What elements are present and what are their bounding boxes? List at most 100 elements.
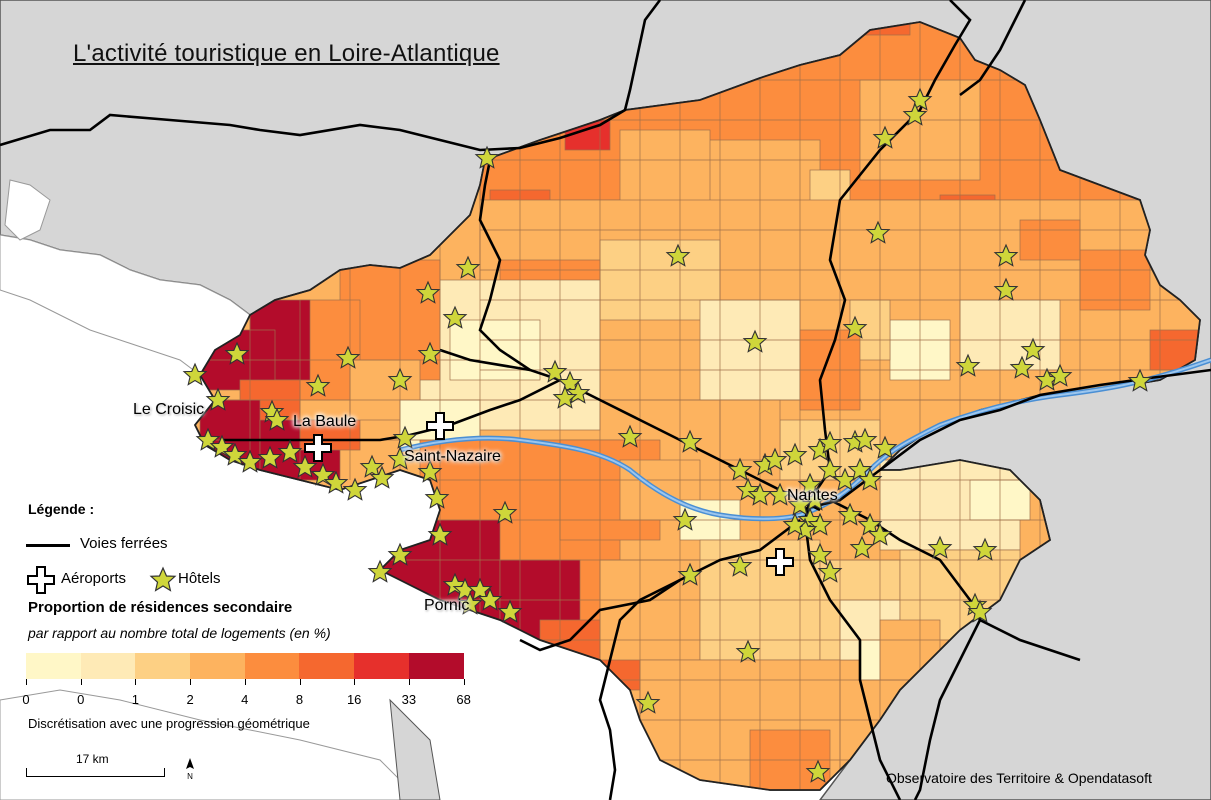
legend-hotel-label: Hôtels xyxy=(178,570,221,587)
hotel-star-icon[interactable] xyxy=(292,454,318,478)
hotel-star-icon[interactable] xyxy=(417,341,443,365)
hotel-star-icon[interactable] xyxy=(865,220,891,244)
legend-bin-5 xyxy=(299,653,355,679)
scale-bar-label: 17 km xyxy=(76,752,109,766)
hotel-star-icon[interactable] xyxy=(457,591,483,615)
legend-proportion-subtitle: par rapport au nombre total de logements… xyxy=(28,625,331,641)
legend-tick xyxy=(299,679,301,685)
hotel-star-icon[interactable] xyxy=(807,542,833,566)
hotel-star-icon[interactable] xyxy=(782,512,808,536)
hotel-star-icon[interactable] xyxy=(474,145,500,169)
hotel-star-icon[interactable] xyxy=(727,457,753,481)
hotel-star-icon[interactable] xyxy=(842,315,868,339)
hotel-star-icon[interactable] xyxy=(837,502,863,526)
hotel-star-icon[interactable] xyxy=(497,599,523,623)
hotel-star-icon[interactable] xyxy=(1009,355,1035,379)
hotel-star-icon[interactable] xyxy=(617,424,643,448)
hotel-star-icon[interactable] xyxy=(967,599,993,623)
hotel-star-icon[interactable] xyxy=(455,255,481,279)
hotel-star-icon[interactable] xyxy=(1047,363,1073,387)
legend-heading: Légende : xyxy=(28,501,95,517)
hotel-star-icon[interactable] xyxy=(817,430,843,454)
hotel-star-icon[interactable] xyxy=(237,449,263,473)
legend-break-label: 68 xyxy=(456,692,471,707)
hotel-star-icon[interactable] xyxy=(427,522,453,546)
hotel-star-icon[interactable] xyxy=(902,102,928,126)
hotel-star-icon[interactable] xyxy=(342,477,368,501)
hotel-star-icon[interactable] xyxy=(677,562,703,586)
legend-break-label: 0 xyxy=(22,692,30,707)
hotel-star-icon[interactable] xyxy=(955,353,981,377)
hotel-star-icon[interactable] xyxy=(387,446,413,470)
hotel-star-icon[interactable] xyxy=(927,535,953,559)
airport-icon[interactable] xyxy=(426,412,454,440)
hotel-star-icon[interactable] xyxy=(367,559,393,583)
hotel-star-icon[interactable] xyxy=(993,277,1019,301)
hotel-star-icon[interactable] xyxy=(742,329,768,353)
hotel-star-icon[interactable] xyxy=(665,243,691,267)
hotel-star-icon[interactable] xyxy=(257,445,283,469)
hotel-star-icon[interactable] xyxy=(492,500,518,524)
hotel-star-icon[interactable] xyxy=(849,535,875,559)
hotel-star-icon[interactable] xyxy=(782,442,808,466)
hotel-star-icon[interactable] xyxy=(552,385,578,409)
hotel-star-icon[interactable] xyxy=(1020,337,1046,361)
hotel-star-icon[interactable] xyxy=(867,522,893,546)
hotel-star-icon[interactable] xyxy=(182,362,208,386)
hotel-star-icon[interactable] xyxy=(387,367,413,391)
legend-break-label: 4 xyxy=(241,692,249,707)
hotel-star-icon[interactable] xyxy=(872,125,898,149)
hotel-star-icon[interactable] xyxy=(1127,368,1153,392)
hotel-star-icon[interactable] xyxy=(847,457,873,481)
hotel-star-icon[interactable] xyxy=(369,465,395,489)
hotel-star-icon[interactable] xyxy=(264,407,290,431)
hotel-star-icon[interactable] xyxy=(993,243,1019,267)
hotel-star-icon[interactable] xyxy=(872,435,898,459)
city-label-nantes: Nantes xyxy=(787,487,838,504)
airport-icon[interactable] xyxy=(766,548,794,576)
hotel-star-icon[interactable] xyxy=(305,373,331,397)
hotel-star-icon[interactable] xyxy=(857,512,883,536)
legend-break-label: 2 xyxy=(186,692,194,707)
hotel-star-icon[interactable] xyxy=(805,759,831,783)
legend-hotel-star-icon xyxy=(149,566,177,592)
hotel-star-icon[interactable] xyxy=(392,425,418,449)
legend-airport-label: Aéroports xyxy=(61,570,127,587)
hotel-star-icon[interactable] xyxy=(787,492,813,516)
hotel-star-icon[interactable] xyxy=(442,305,468,329)
hotel-star-icon[interactable] xyxy=(807,512,833,536)
hotel-star-icon[interactable] xyxy=(424,485,450,509)
legend-airport-icon xyxy=(27,566,55,594)
hotel-star-icon[interactable] xyxy=(762,447,788,471)
hotel-star-icon[interactable] xyxy=(747,482,773,506)
hotel-star-icon[interactable] xyxy=(205,387,231,411)
hotel-star-icon[interactable] xyxy=(224,341,250,365)
hotel-star-icon[interactable] xyxy=(477,587,503,611)
hotel-star-icon[interactable] xyxy=(727,553,753,577)
legend-discretisation-note: Discrétisation avec une progression géom… xyxy=(28,716,310,731)
hotel-star-icon[interactable] xyxy=(335,345,361,369)
legend-bin-6 xyxy=(354,653,409,679)
map-title: L'activité touristique en Loire-Atlantiq… xyxy=(73,40,500,67)
hotel-star-icon[interactable] xyxy=(852,427,878,451)
hotel-star-icon[interactable] xyxy=(817,457,843,481)
hotel-star-icon[interactable] xyxy=(635,690,661,714)
hotel-star-icon[interactable] xyxy=(467,577,493,601)
hotel-star-icon[interactable] xyxy=(323,470,349,494)
hotel-star-icon[interactable] xyxy=(817,559,843,583)
hotel-star-icon[interactable] xyxy=(972,537,998,561)
legend-bin-3 xyxy=(190,653,245,679)
hotel-star-icon[interactable] xyxy=(415,280,441,304)
hotel-star-icon[interactable] xyxy=(857,467,883,491)
hotel-star-icon[interactable] xyxy=(277,439,303,463)
hotel-star-icon[interactable] xyxy=(417,459,443,483)
hotel-star-icon[interactable] xyxy=(542,359,568,383)
hotel-star-icon[interactable] xyxy=(677,429,703,453)
hotel-star-icon[interactable] xyxy=(359,454,385,478)
hotel-star-icon[interactable] xyxy=(672,507,698,531)
hotel-star-icon[interactable] xyxy=(802,487,828,511)
airport-icon[interactable] xyxy=(304,434,332,462)
hotel-star-icon[interactable] xyxy=(387,542,413,566)
hotel-star-icon[interactable] xyxy=(735,639,761,663)
